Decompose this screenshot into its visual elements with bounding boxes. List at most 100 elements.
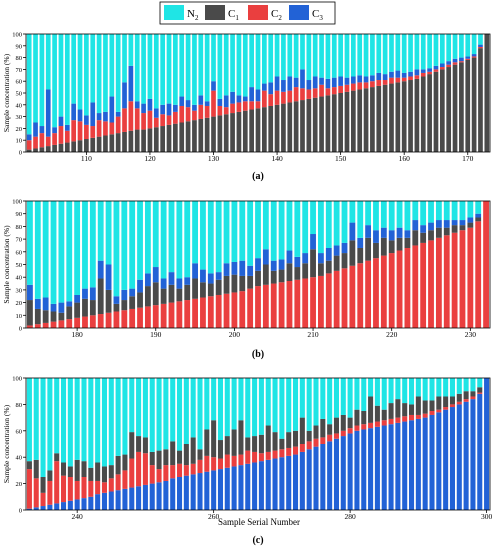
bar-c3-147	[319, 77, 324, 85]
bar-c1-178	[58, 312, 65, 321]
bar-n2-138	[262, 34, 267, 84]
x-tick-label: 240	[72, 512, 84, 521]
bar-n2-182	[89, 201, 96, 288]
bar-c1-283	[368, 396, 374, 423]
bar-n2-145	[306, 34, 312, 81]
bar-c2-160	[401, 77, 407, 82]
bar-n2-129	[204, 34, 210, 102]
bar-c3-138	[262, 83, 267, 91]
bar-c2-130	[211, 90, 216, 117]
x-tick-label: 160	[399, 154, 411, 163]
bar-c3-200	[231, 261, 238, 275]
bar-c2-198	[215, 294, 222, 328]
bar-n2-155	[370, 34, 375, 76]
bar-c1-145	[306, 98, 312, 152]
bar-c3-167	[446, 61, 452, 65]
bar-c1-115	[115, 133, 121, 152]
bar-n2-253	[163, 378, 169, 450]
bar-c1-169	[459, 62, 464, 152]
bar-c2-260	[211, 457, 217, 471]
bar-n2-170	[465, 34, 471, 57]
bar-c2-123	[166, 115, 172, 125]
bar-c2-175	[34, 324, 41, 328]
bar-c1-265	[245, 437, 251, 451]
bar-c2-281	[354, 425, 360, 431]
bar-c2-118	[134, 108, 140, 130]
bar-n2-140	[274, 34, 280, 77]
y-tick-label: 80	[16, 55, 23, 62]
panel-label: (a)	[252, 171, 264, 182]
y-axis-label: Sample concentration (%)	[2, 225, 11, 304]
bar-n2-196	[200, 201, 206, 270]
bar-n2-132	[223, 34, 229, 96]
bar-c2-106	[58, 126, 64, 144]
bar-c1-200	[231, 274, 238, 293]
bar-c1-263	[231, 429, 237, 456]
bar-c2-293	[436, 409, 442, 413]
bar-c2-234	[33, 478, 39, 508]
bar-c1-179	[66, 306, 73, 320]
bar-c2-273	[299, 444, 305, 452]
bar-c2-208	[294, 279, 301, 328]
bar-c3-141	[281, 80, 286, 92]
bar-n2-290	[415, 378, 421, 397]
bar-n2-114	[109, 34, 115, 97]
bar-c3-172	[478, 44, 483, 47]
legend-swatch-n2	[164, 5, 184, 20]
bar-c1-270	[279, 438, 285, 450]
bar-c2-101	[26, 140, 32, 150]
bar-n2-135	[242, 34, 248, 97]
bar-c3-144	[300, 69, 305, 89]
bar-n2-252	[156, 378, 162, 451]
bar-c2-138	[262, 90, 267, 108]
bar-c3-241	[81, 498, 87, 510]
bar-c1-255	[177, 450, 183, 464]
bar-c3-135	[242, 96, 248, 102]
bar-n2-236	[47, 378, 53, 471]
x-tick-label: 280	[344, 512, 356, 521]
bar-c1-244	[101, 466, 107, 483]
bar-c2-178	[58, 320, 65, 328]
x-tick-label: 260	[208, 512, 220, 521]
bar-c2-209	[302, 278, 309, 328]
bar-c3-269	[272, 458, 278, 510]
bar-c1-279	[340, 414, 346, 431]
bar-c1-282	[361, 411, 367, 425]
bar-c2-255	[177, 463, 183, 477]
bar-n2-130	[211, 34, 216, 82]
bar-c3-247	[122, 488, 128, 510]
bar-c2-114	[109, 122, 115, 135]
bar-c1-202	[247, 275, 254, 289]
bar-c2-176	[42, 322, 49, 328]
bar-c3-163	[420, 69, 426, 73]
bar-c1-253	[163, 449, 169, 466]
bar-c2-116	[122, 108, 127, 132]
bar-c1-143	[293, 101, 299, 152]
bar-c2-127	[192, 110, 197, 121]
bar-c3-208	[294, 256, 301, 268]
bar-c3-132	[223, 95, 229, 108]
bar-c2-119	[141, 113, 146, 130]
bar-c3-253	[163, 480, 169, 510]
bar-c1-110	[84, 139, 89, 152]
bar-c2-267	[258, 453, 264, 462]
bar-c1-297	[463, 391, 469, 400]
bar-c1-132	[223, 114, 229, 152]
bar-n2-206	[278, 201, 285, 260]
bar-n2-136	[249, 34, 254, 88]
bar-c1-241	[81, 461, 87, 477]
bar-c2-278	[333, 433, 339, 439]
bar-n2-165	[433, 34, 439, 66]
bar-c2-194	[184, 300, 191, 328]
bar-c3-213	[333, 245, 340, 256]
bar-n2-116	[122, 34, 127, 83]
bar-c3-295	[449, 407, 455, 510]
bar-c1-166	[439, 69, 445, 152]
bar-n2-283	[368, 378, 374, 397]
bar-c2-285	[381, 420, 387, 426]
bar-c1-295	[449, 396, 455, 405]
bar-c3-127	[192, 104, 197, 111]
bar-c3-194	[184, 277, 191, 285]
bar-c3-285	[381, 425, 387, 510]
bar-c2-177	[50, 321, 57, 328]
